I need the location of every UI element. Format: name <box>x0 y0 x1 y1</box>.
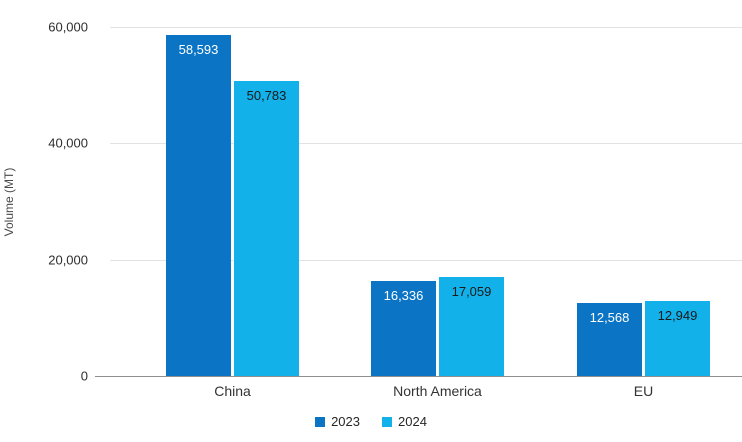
legend-item-2024: 2024 <box>382 414 427 429</box>
y-tick-label: 0 <box>80 368 88 384</box>
bar-north-america-2023: 16,336 <box>371 280 436 376</box>
legend-label-2024: 2024 <box>398 414 427 429</box>
bar-value-label: 16,336 <box>383 287 424 303</box>
bar-china-2024: 50,783 <box>234 80 299 376</box>
y-tick-label: 20,000 <box>48 252 88 268</box>
bar-value-label: 17,059 <box>451 283 492 299</box>
legend-swatch-2023 <box>315 416 326 427</box>
legend-label-2023: 2023 <box>331 414 360 429</box>
y-axis-title: Volume (MT) <box>2 167 16 237</box>
gridline-20,000 <box>110 259 742 261</box>
bar-north-america-2024: 17,059 <box>439 276 504 376</box>
legend-item-2023: 2023 <box>315 414 360 429</box>
x-axis-line <box>95 376 742 377</box>
y-tick-label: 40,000 <box>48 135 88 151</box>
category-label-north-america: North America <box>393 383 482 399</box>
bar-value-label: 58,593 <box>178 42 219 58</box>
bar-value-label: 12,568 <box>589 309 630 325</box>
category-label-eu: EU <box>633 383 654 399</box>
legend-swatch-2024 <box>382 416 392 427</box>
bar-eu-2024: 12,949 <box>645 300 710 376</box>
category-label-china: China <box>214 383 251 399</box>
y-tick-label: 60,000 <box>48 19 88 35</box>
legend: 2023 2024 <box>0 414 742 429</box>
bar-eu-2023: 12,568 <box>577 302 642 376</box>
bar-value-label: 12,949 <box>657 307 698 323</box>
gridline-40,000 <box>110 143 742 145</box>
bar-value-label: 50,783 <box>246 87 287 103</box>
bar-china-2023: 58,593 <box>166 35 231 376</box>
gridline-60,000 <box>110 27 742 28</box>
